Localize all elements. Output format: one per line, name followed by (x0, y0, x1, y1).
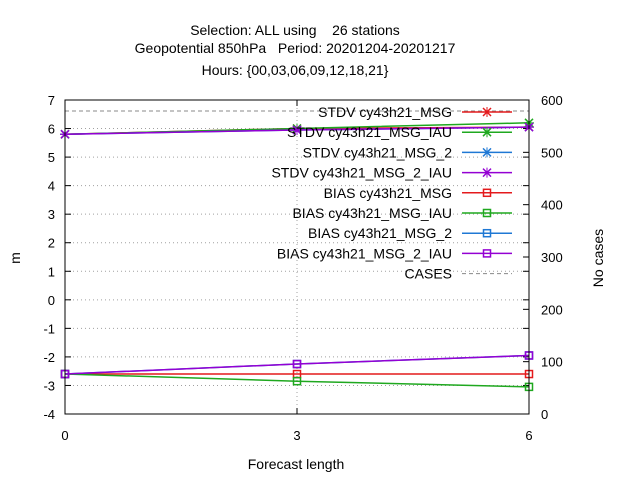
legend-marker (482, 188, 492, 198)
legend-item: STDV cy43h21_MSG_IAU (287, 124, 512, 140)
legend-marker (482, 208, 492, 218)
legend-label: BIAS cy43h21_MSG (324, 185, 452, 201)
data-point (292, 359, 302, 369)
legend-label: STDV cy43h21_MSG_2 (303, 144, 453, 160)
y-axis-label: m (7, 252, 23, 264)
y-tick-label: -2 (43, 350, 55, 365)
y2-tick-label: 0 (541, 407, 548, 422)
y2-axis-label: No cases (590, 229, 606, 287)
legend-label: STDV cy43h21_MSG_2_IAU (271, 165, 452, 181)
y-tick-label: -4 (43, 407, 55, 422)
legend-item: STDV cy43h21_MSG (318, 104, 512, 120)
y-tick-label: 5 (48, 150, 55, 165)
y2-tick-label: 300 (541, 250, 563, 265)
data-point (292, 124, 302, 135)
y-tick-label: 4 (48, 179, 55, 194)
legend-marker (482, 127, 492, 138)
y-tick-label: 7 (48, 93, 55, 108)
y-tick-label: -1 (43, 321, 55, 336)
y-tick-label: 0 (48, 293, 55, 308)
title-line-2: Geopotential 850hPa Period: 20201204-202… (135, 40, 456, 56)
data-point (292, 376, 302, 386)
y-tick-label: 6 (48, 122, 55, 137)
x-tick-label: 3 (293, 428, 300, 443)
legend-label: STDV cy43h21_MSG_IAU (287, 124, 452, 140)
y-tick-label: 3 (48, 207, 55, 222)
legend-item: BIAS cy43h21_MSG_2 (308, 225, 512, 241)
y2-tick-label: 500 (541, 145, 563, 160)
y-tick-label: -3 (43, 378, 55, 393)
legend-marker (482, 228, 492, 238)
legend-label: BIAS cy43h21_MSG_2 (308, 225, 452, 241)
y2-tick-label: 600 (541, 93, 563, 108)
legend-label: STDV cy43h21_MSG (318, 104, 452, 120)
legend-label: CASES (405, 266, 452, 282)
title-line-3: Hours: {00,03,06,09,12,18,21} (202, 62, 389, 78)
chart-title: Selection: ALL using 26 stations Geopote… (135, 22, 456, 78)
y2-tick-label: 200 (541, 302, 563, 317)
legend-marker (482, 147, 492, 158)
legend: STDV cy43h21_MSG STDV cy43h21_MSG_IAU STDV… (271, 104, 512, 282)
legend-item: BIAS cy43h21_MSG_IAU (292, 205, 512, 221)
y2-tick-label: 400 (541, 198, 563, 213)
legend-label: BIAS cy43h21_MSG_IAU (292, 205, 452, 221)
legend-marker (482, 107, 492, 117)
legend-item: STDV cy43h21_MSG_2_IAU (271, 165, 512, 181)
axis-ticks: -4 -3 -2 -1 0 1 2 3 4 5 6 7 0 100 200 300 400 500 600 0 3 6 (43, 93, 562, 443)
y-tick-label: 1 (48, 264, 55, 279)
series-line (64, 354, 530, 375)
legend-item: BIAS cy43h21_MSG (324, 185, 512, 201)
legend-item: BIAS cy43h21_MSG_2_IAU (277, 245, 512, 261)
legend-marker (482, 249, 492, 258)
legend-marker (482, 167, 492, 178)
y-tick-label: 2 (48, 236, 55, 251)
x-axis-label: Forecast length (248, 456, 345, 472)
x-tick-label: 6 (525, 428, 532, 443)
plot-frame (64, 99, 530, 415)
x-tick-label: 0 (61, 428, 68, 443)
y2-tick-label: 100 (541, 355, 563, 370)
legend-label: BIAS cy43h21_MSG_2_IAU (277, 245, 452, 261)
legend-item: STDV cy43h21_MSG_2 (303, 144, 512, 160)
title-line-1: Selection: ALL using 26 stations (190, 22, 400, 38)
series-line (64, 373, 530, 388)
legend-item: CASES (405, 266, 512, 282)
